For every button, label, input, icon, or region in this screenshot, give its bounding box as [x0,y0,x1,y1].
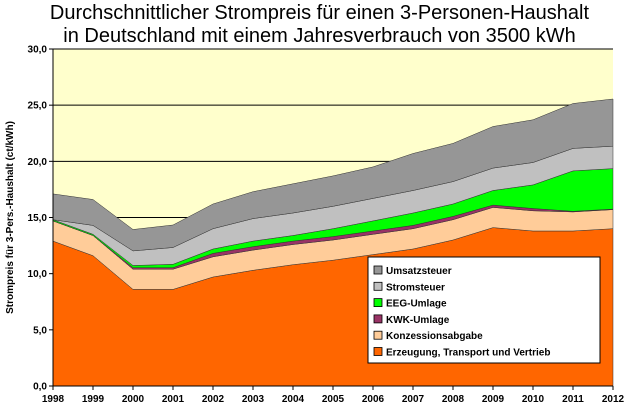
legend-label-4: Konzessionsabgabe [386,331,483,342]
area-series-5 [52,98,614,252]
legend-swatch-0 [373,265,383,275]
legend-box [367,256,601,364]
chart-title-line-1: Durchschnittlicher Strompreis für einen … [49,2,590,24]
chart-title: Durchschnittlicher Strompreis für einen … [0,2,639,48]
x-tick-label-2: 2000 [122,394,145,405]
legend-label-5: Erzeugung, Transport und Vertrieb [386,348,550,359]
x-tick-label-5: 2003 [242,394,265,405]
x-tick-label-4: 2002 [202,394,225,405]
legend-label-2: EEG-Umlage [386,299,447,310]
x-tick-label-7: 2005 [322,394,345,405]
x-tick-label-8: 2006 [362,394,385,405]
legend-label-1: Stromsteuer [386,282,445,293]
legend-swatch-1 [373,281,383,291]
legend-swatch-2 [373,298,383,308]
legend-label-0: Umsatzsteuer [386,266,452,277]
legend-swatch-3 [373,314,383,324]
x-tick-label-1: 1999 [82,394,105,405]
y-tick-label-1: 5,0 [33,325,47,336]
legend-label-3: KWK-Umlage [386,315,450,326]
y-tick-labels: 0,0 5,0 10,0 15,0 20,0 25,0 30,0 [28,45,48,393]
x-tick-label-13: 2011 [562,394,584,405]
chart-title-line-2: in Deutschland mit einem Jahresverbrauch… [63,25,576,47]
legend: Umsatzsteuer Stromsteuer EEG-Umlage KWK-Uml… [367,256,601,364]
x-tick-label-0: 1998 [42,394,65,405]
x-tick-labels: 1998 1999 2000 2001 2002 2003 2004 2005 2006 2007… [42,394,625,405]
y-tick-label-4: 20,0 [28,157,48,168]
y-tick-label-0: 0,0 [33,382,47,393]
y-tick-label-5: 25,0 [28,101,48,112]
x-tick-label-6: 2004 [282,394,305,405]
legend-swatch-5 [373,347,383,356]
y-tick-label-6: 30,0 [28,45,48,56]
axes [49,48,614,390]
x-tick-label-9: 2007 [402,394,425,405]
x-tick-label-10: 2008 [442,394,465,405]
y-tick-label-3: 15,0 [28,213,48,224]
x-tick-label-3: 2001 [162,394,185,405]
x-tick-label-14: 2012 [602,394,625,405]
legend-swatch-4 [373,330,383,340]
y-axis-label: Strompreis für 3-Pers.-Haushalt (ct/kWh) [5,121,16,314]
x-tick-label-11: 2009 [482,394,505,405]
y-tick-label-2: 10,0 [28,269,48,280]
x-tick-label-12: 2010 [522,394,545,405]
